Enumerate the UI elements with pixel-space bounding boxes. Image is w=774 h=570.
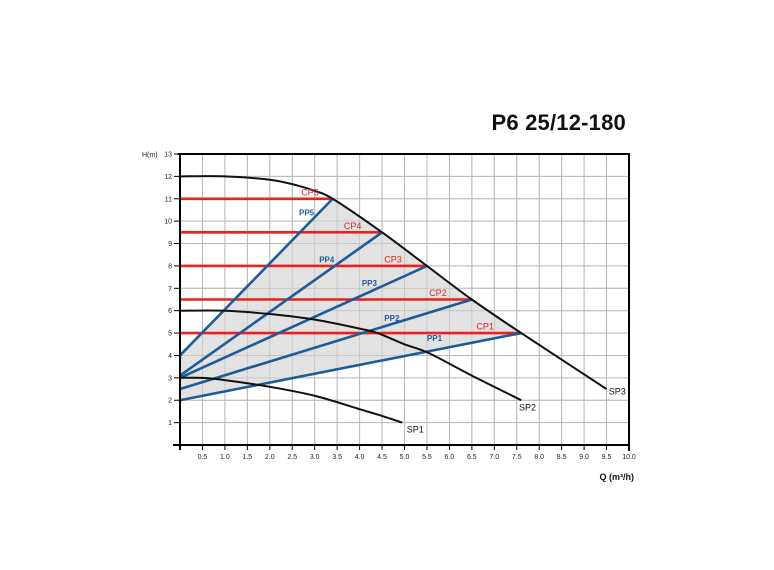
- x-tick-label: 2.0: [265, 454, 275, 461]
- x-tick-label: 8.5: [557, 454, 567, 461]
- curve-pp5: [179, 197, 334, 357]
- label-sp2: SP2: [519, 402, 536, 412]
- label-pp5: PP5: [299, 209, 315, 218]
- y-tick-label: 5: [168, 331, 172, 338]
- curve-labels: CP5 CP4 CP3 CP2 CP1 PP5 PP4 PP3 PP2 PP1 SP1 SP2 SP3: [299, 187, 626, 434]
- x-tick-label: 1.5: [242, 454, 252, 461]
- curve-sp3: [179, 175, 608, 390]
- y-tick-label: 11: [165, 196, 172, 203]
- y-tick-label: 9: [168, 241, 172, 248]
- x-tick-label: 5.0: [400, 454, 410, 461]
- y-tick-label: 10: [164, 219, 172, 226]
- y-axis-label: H(m): [142, 152, 158, 159]
- label-pp2: PP2: [384, 314, 400, 323]
- label-sp1: SP1: [407, 425, 424, 435]
- x-tick-label: 9.0: [579, 454, 589, 461]
- x-tick-label: 0.5: [198, 454, 208, 461]
- x-tick-label: 1.0: [220, 454, 230, 461]
- y-tick-label: 4: [168, 353, 172, 360]
- label-pp3: PP3: [362, 279, 378, 288]
- x-axis-label: Q (m³/h): [600, 472, 635, 482]
- x-tick-label: 4.0: [355, 454, 365, 461]
- y-tick-label: 8: [168, 263, 172, 270]
- chart-title: P6 25/12-180: [491, 110, 626, 135]
- label-cp1: CP1: [476, 322, 494, 332]
- x-tick-label: 2.5: [287, 454, 297, 461]
- y-tick-label: 13: [164, 152, 172, 159]
- curve-pp2: [179, 298, 473, 391]
- y-tick-label: 12: [164, 174, 172, 181]
- x-tick-label: 7.0: [489, 454, 499, 461]
- curves: [179, 175, 608, 424]
- y-tick-label: 1: [168, 420, 172, 427]
- curve-pp1: [179, 331, 522, 402]
- curve-pp4: [179, 231, 383, 377]
- x-tick-label: 3.5: [332, 454, 342, 461]
- x-tick-label: 4.5: [377, 454, 387, 461]
- x-tick-label: 7.5: [512, 454, 522, 461]
- x-tick-label: 9.5: [602, 454, 612, 461]
- x-tick-label: 5.5: [422, 454, 432, 461]
- x-tick-label: 10.0: [622, 454, 636, 461]
- x-tick-label: 6.0: [445, 454, 455, 461]
- curve-pp3: [179, 264, 428, 380]
- label-pp1: PP1: [427, 334, 443, 343]
- curve-sp2: [179, 309, 522, 402]
- y-tick-label: 6: [168, 308, 172, 315]
- x-tick-label: 6.5: [467, 454, 477, 461]
- x-tick-label: 8.0: [534, 454, 544, 461]
- label-cp5: CP5: [301, 187, 319, 197]
- y-tick-label: 7: [168, 286, 172, 293]
- label-cp2: CP2: [429, 288, 447, 298]
- y-tick-label: 2: [168, 398, 172, 405]
- curve-sp1: [179, 376, 403, 424]
- y-tick-label: 3: [168, 375, 172, 382]
- label-sp3: SP3: [609, 387, 626, 397]
- x-tick-label: 3.0: [310, 454, 320, 461]
- label-pp4: PP4: [319, 256, 335, 265]
- label-cp3: CP3: [384, 255, 402, 265]
- label-cp4: CP4: [344, 221, 362, 231]
